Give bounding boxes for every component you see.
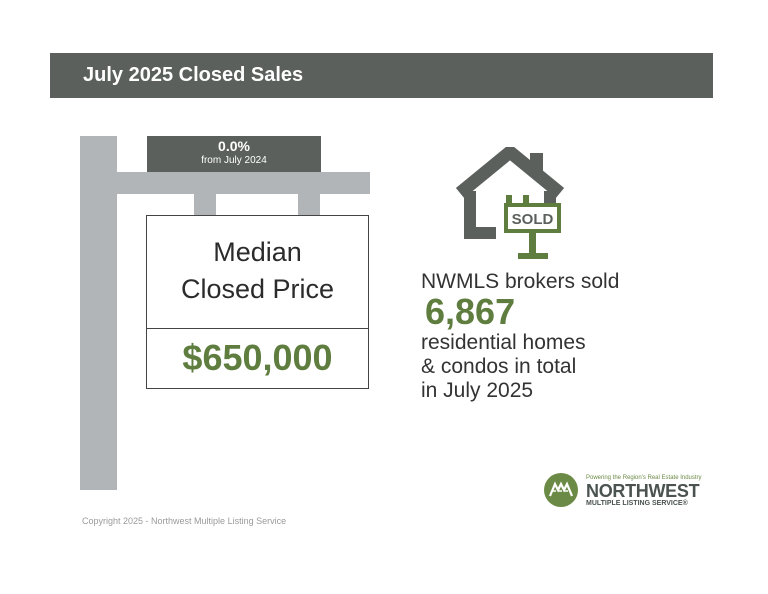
house-sold-sign-icon: SOLD xyxy=(456,147,564,259)
sign-hanger-right xyxy=(298,194,320,215)
logo-subname: MULTIPLE LISTING SERVICE® xyxy=(586,500,688,507)
summary-details: residential homes & condos in total in J… xyxy=(421,331,586,403)
summary-line2: & condos in total xyxy=(421,355,577,378)
median-price-sign: Median Closed Price $650,000 xyxy=(146,215,369,389)
median-price-value: $650,000 xyxy=(182,337,333,378)
sign-hanger-left xyxy=(194,194,216,215)
summary-lead: NWMLS brokers sold xyxy=(421,270,620,293)
change-percent: 0.0% xyxy=(218,138,250,154)
sign-label: Median Closed Price xyxy=(147,234,368,308)
change-tag: 0.0% from July 2024 xyxy=(147,136,321,172)
sign-post-vertical xyxy=(80,136,117,490)
homes-sold-count: 6,867 xyxy=(425,291,516,332)
sign-label-line2: Closed Price xyxy=(180,274,335,304)
logo-name: NORTHWEST xyxy=(586,481,700,501)
page-title: July 2025 Closed Sales xyxy=(83,64,304,86)
sold-badge-text: SOLD xyxy=(512,211,554,228)
sign-label-line1: Median xyxy=(213,237,302,267)
nwmls-logo: Powering the Region's Real Estate Indust… xyxy=(544,473,702,509)
change-comparison: from July 2024 xyxy=(201,155,267,166)
summary-line3: in July 2025 xyxy=(421,379,534,402)
summary-line1: residential homes xyxy=(421,331,586,354)
sign-divider xyxy=(147,328,368,329)
logo-tagline: Powering the Region's Real Estate Indust… xyxy=(586,475,702,481)
sign-post-arm xyxy=(117,172,370,194)
copyright-text: Copyright 2025 - Northwest Multiple List… xyxy=(82,516,287,526)
nwmls-mountains-icon xyxy=(544,473,578,507)
title-bar: July 2025 Closed Sales xyxy=(50,53,713,98)
